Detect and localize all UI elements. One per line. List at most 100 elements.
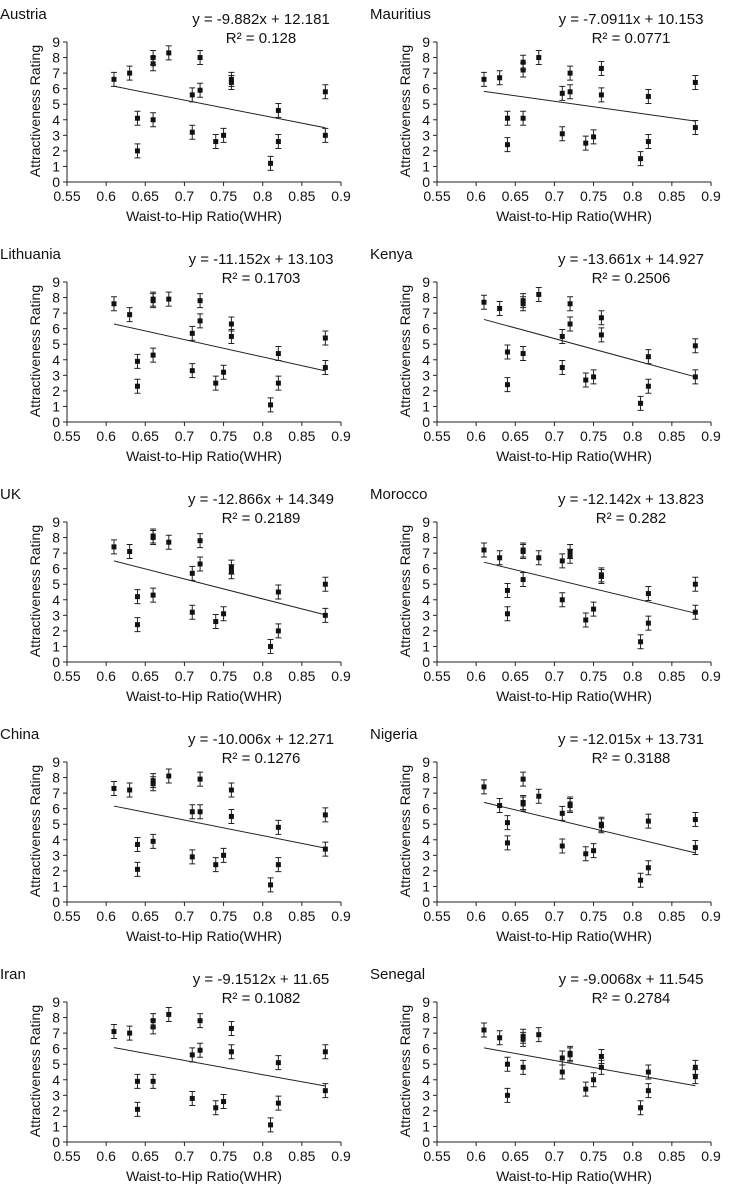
y-axis-label: Attractiveness Rating — [27, 44, 43, 178]
y-tick-label: 9 — [422, 754, 430, 770]
trendline-equation-box: y = -12.142x + 13.823 R² = 0.282 — [531, 490, 731, 528]
y-tick-label: 1 — [422, 398, 430, 414]
y-tick-label: 7 — [422, 785, 430, 801]
data-point — [567, 89, 573, 95]
y-tick-label: 6 — [422, 561, 430, 577]
data-point — [520, 67, 526, 73]
data-point — [228, 813, 234, 819]
y-tick-label: 2 — [52, 623, 60, 639]
x-axis-label: Waist-to-Hip Ratio(WHR) — [496, 1168, 652, 1184]
data-point — [189, 368, 195, 374]
data-point — [504, 142, 510, 148]
data-point — [322, 581, 328, 587]
y-tick-label: 2 — [52, 143, 60, 159]
x-tick-label: 0.8 — [623, 1148, 643, 1164]
x-tick-label: 0.75 — [580, 188, 607, 204]
x-tick-label: 0.6 — [466, 428, 486, 444]
trendline-equation-box: y = -12.866x + 14.349 R² = 0.2189 — [161, 490, 361, 528]
x-tick-label: 0.7 — [175, 1148, 195, 1164]
data-point — [591, 1077, 597, 1083]
r-squared-label: R² = 0.3188 — [591, 750, 671, 767]
r-squared-label: R² = 0.128 — [225, 30, 297, 47]
data-point — [559, 1055, 565, 1061]
x-axis-label: Waist-to-Hip Ratio(WHR) — [496, 688, 652, 704]
data-point — [228, 564, 234, 570]
chart-panel: 0 1 2 3 4 5 6 7 8 9 0.55 0.6 0.65 0.7 0.75 0.8 0.85 0.9 Ni… — [370, 720, 739, 960]
trendline-equation: y = -9.1512x + 11.65 — [192, 971, 330, 988]
x-tick-label: 0.75 — [210, 188, 237, 204]
data-point — [134, 358, 140, 364]
data-point — [197, 55, 203, 61]
y-tick-label: 2 — [52, 1103, 60, 1119]
data-point — [228, 1025, 234, 1031]
data-point — [228, 321, 234, 327]
trendline — [113, 560, 326, 616]
data-point — [645, 865, 651, 871]
y-tick-label: 7 — [52, 1025, 60, 1041]
y-tick-label: 4 — [52, 592, 60, 608]
data-point — [645, 620, 651, 626]
chart-panel: 0 1 2 3 4 5 6 7 8 9 0.55 0.6 0.65 0.7 0.75 0.8 0.85 0.9 Ma… — [370, 0, 739, 240]
trendline — [113, 805, 326, 849]
y-tick-label: 0 — [422, 654, 430, 670]
data-point — [150, 533, 156, 539]
data-point — [166, 539, 172, 545]
y-tick-label: 4 — [52, 1072, 60, 1088]
x-tick-label: 0.85 — [288, 1148, 315, 1164]
data-point — [189, 809, 195, 815]
data-point — [134, 115, 140, 121]
y-axis-label: Attractiveness Rating — [27, 284, 43, 418]
data-point — [150, 778, 156, 784]
x-tick-label: 0.7 — [545, 908, 565, 924]
data-point — [228, 333, 234, 339]
data-point — [166, 773, 172, 779]
x-tick-label: 0.55 — [53, 1148, 80, 1164]
data-point — [692, 581, 698, 587]
data-point — [213, 139, 219, 145]
x-tick-label: 0.65 — [132, 428, 159, 444]
y-tick-label: 1 — [52, 638, 60, 654]
data-point — [692, 845, 698, 851]
x-tick-label: 0.55 — [423, 1148, 450, 1164]
y-tick-label: 0 — [52, 654, 60, 670]
data-point — [520, 547, 526, 553]
y-tick-label: 5 — [422, 816, 430, 832]
x-tick-label: 0.8 — [253, 908, 273, 924]
data-point — [692, 1064, 698, 1070]
y-tick-label: 8 — [422, 530, 430, 546]
data-point — [322, 89, 328, 95]
data-point — [504, 115, 510, 121]
y-tick-label: 4 — [422, 1072, 430, 1088]
data-point — [197, 538, 203, 544]
data-point — [150, 838, 156, 844]
x-tick-label: 0.8 — [253, 1148, 273, 1164]
x-tick-label: 0.75 — [580, 668, 607, 684]
data-point — [692, 1074, 698, 1080]
data-point — [645, 354, 651, 360]
y-tick-label: 8 — [52, 50, 60, 66]
chart-title: Morocco — [370, 486, 428, 503]
x-tick-label: 0.55 — [53, 188, 80, 204]
data-point — [567, 301, 573, 307]
data-point — [559, 843, 565, 849]
y-tick-label: 4 — [52, 352, 60, 368]
y-tick-label: 8 — [52, 530, 60, 546]
y-tick-label: 0 — [52, 414, 60, 430]
x-tick-label: 0.9 — [331, 428, 351, 444]
chart-panel: 0 1 2 3 4 5 6 7 8 9 0.55 0.6 0.65 0.7 0.75 0.8 0.85 0.9 Au… — [0, 0, 369, 240]
data-point — [692, 343, 698, 349]
trendline — [113, 85, 326, 129]
data-point — [134, 594, 140, 600]
y-tick-label: 5 — [422, 1056, 430, 1072]
data-point — [536, 291, 542, 297]
y-tick-label: 9 — [422, 274, 430, 290]
x-tick-label: 0.85 — [288, 188, 315, 204]
chart-panel: 0 1 2 3 4 5 6 7 8 9 0.55 0.6 0.65 0.7 0.75 0.8 0.85 0.9 Ch… — [0, 720, 369, 960]
x-tick-label: 0.9 — [701, 428, 721, 444]
chart-panel: 0 1 2 3 4 5 6 7 8 9 0.55 0.6 0.65 0.7 0.75 0.8 0.85 0.9 Mo… — [370, 480, 739, 720]
y-tick-label: 2 — [422, 383, 430, 399]
data-point — [111, 301, 117, 307]
